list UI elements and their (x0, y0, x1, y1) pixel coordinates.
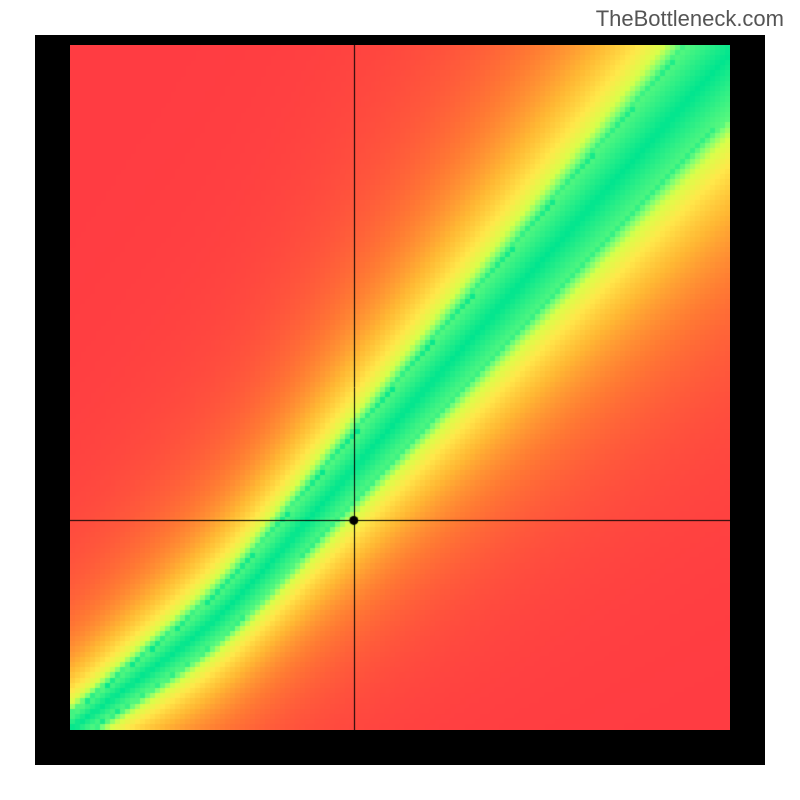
plot-area (70, 45, 730, 730)
watermark-text: TheBottleneck.com (596, 6, 784, 32)
heatmap-canvas (70, 45, 730, 730)
root: TheBottleneck.com (0, 0, 800, 800)
chart-frame (35, 35, 765, 765)
